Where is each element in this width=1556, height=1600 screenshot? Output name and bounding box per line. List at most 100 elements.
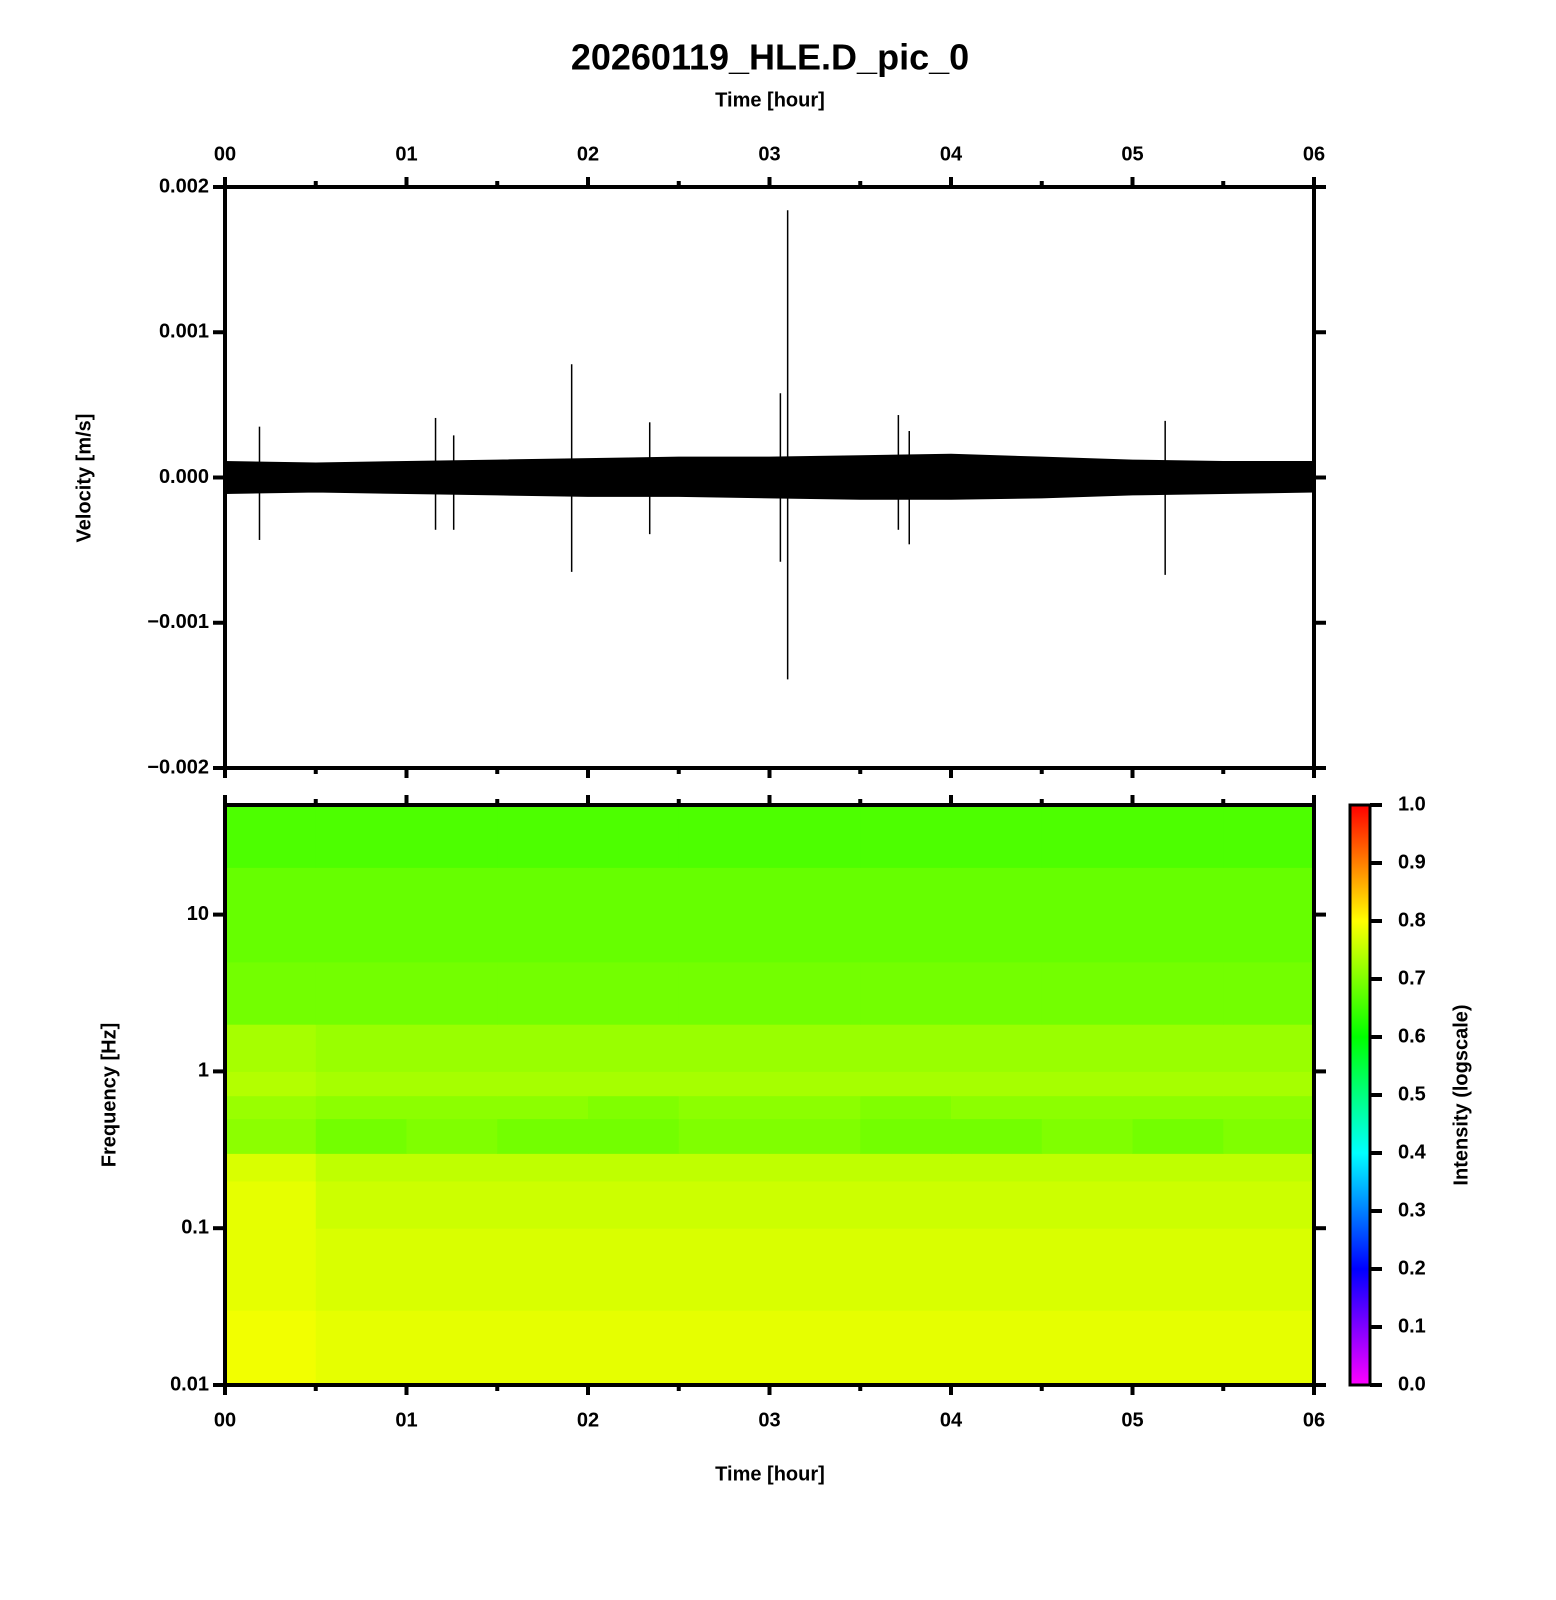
x-tick-label: 01 [395, 1409, 417, 1431]
x-tick-label: 06 [1303, 1409, 1325, 1431]
heatmap-cell [1041, 867, 1133, 963]
heatmap-cell [1132, 1118, 1224, 1154]
heatmap-cell [588, 1180, 680, 1229]
heatmap-cell [951, 867, 1043, 963]
heatmap-cell [951, 961, 1043, 1025]
heatmap-cell [860, 1024, 952, 1072]
heatmap-cell [588, 805, 680, 868]
x-tick-label: 00 [214, 143, 236, 165]
heatmap-cell [860, 805, 952, 868]
heatmap-cell [678, 1095, 770, 1120]
heatmap-cell [951, 1153, 1043, 1182]
heatmap-cell [588, 867, 680, 963]
heatmap-cell [1132, 961, 1224, 1025]
heatmap-cell [315, 1095, 407, 1120]
heatmap-cell [860, 1071, 952, 1097]
heatmap-cell [1132, 867, 1224, 963]
heatmap-cell [678, 1228, 770, 1311]
heatmap-cell [406, 1024, 498, 1072]
heatmap-cell [951, 1071, 1043, 1097]
heatmap-cell [678, 805, 770, 868]
heatmap-cell [497, 1228, 589, 1311]
plot-frame [223, 803, 1316, 1387]
heatmap-cell [406, 867, 498, 963]
heatmap-cell [225, 1153, 317, 1182]
heatmap-cell [315, 805, 407, 868]
heatmap-cell [951, 1180, 1043, 1229]
heatmap-cell [951, 1310, 1043, 1386]
heatmap-cell [1041, 1024, 1133, 1072]
colorbar-tick-label: 0.2 [1398, 1257, 1426, 1279]
heatmap-cell [860, 867, 952, 963]
heatmap-cell [1132, 1024, 1224, 1072]
heatmap-cell [769, 1228, 861, 1311]
heatmap-cell [1132, 1180, 1224, 1229]
y-tick-label: 0.01 [170, 1373, 209, 1395]
x-axis-title: Time [hour] [715, 89, 825, 111]
heatmap-cell [678, 1024, 770, 1072]
heatmap-cell [1223, 867, 1315, 963]
heatmap-cell [1223, 805, 1315, 868]
heatmap-cell [497, 805, 589, 868]
y-axis-title: Velocity [m/s] [73, 414, 95, 543]
heatmap-cell [497, 867, 589, 963]
noise-envelope [224, 453, 1315, 478]
heatmap-cell [588, 1071, 680, 1097]
y-tick-label: 0.000 [159, 466, 209, 488]
heatmap-cell [860, 961, 952, 1025]
x-axis-title: Time [hour] [715, 1463, 825, 1485]
heatmap-cell [225, 805, 317, 868]
heatmap-cell [1041, 1228, 1133, 1311]
y-axis-title: Frequency [Hz] [98, 1023, 120, 1167]
heatmap-cell [588, 1118, 680, 1154]
heatmap-cell [497, 1180, 589, 1229]
heatmap-cell [497, 1071, 589, 1097]
heatmap-cell [315, 1310, 407, 1386]
heatmap-cell [1223, 1024, 1315, 1072]
heatmap-cell [769, 1310, 861, 1386]
heatmap-cell [860, 1180, 952, 1229]
heatmap-cell [769, 1095, 861, 1120]
heatmap-cell [588, 1310, 680, 1386]
y-tick-label: −0.002 [147, 756, 209, 778]
colorbar-title: Intensity (logscale) [1450, 1004, 1472, 1185]
heatmap-cell [769, 1071, 861, 1097]
heatmap-cell [860, 1118, 952, 1154]
heatmap-cell [225, 1118, 317, 1154]
heatmap-cell [1132, 1310, 1224, 1386]
heatmap-cell [1041, 805, 1133, 868]
heatmap-cell [225, 1071, 317, 1097]
heatmap-cell [588, 1153, 680, 1182]
heatmap-cell [315, 1118, 407, 1154]
heatmap-cell [951, 1228, 1043, 1311]
heatmap-cell [769, 867, 861, 963]
x-tick-label: 03 [758, 143, 780, 165]
heatmap-cell [678, 1180, 770, 1229]
noise-envelope [224, 477, 1315, 500]
x-tick-label: 02 [577, 1409, 599, 1431]
heatmap-cell [1132, 1153, 1224, 1182]
x-tick-label: 05 [1121, 143, 1143, 165]
heatmap-cell [315, 1228, 407, 1311]
heatmap-cell [1132, 1095, 1224, 1120]
colorbar-tick-label: 0.1 [1398, 1315, 1426, 1337]
x-tick-label: 03 [758, 1409, 780, 1431]
heatmap-cell [1223, 1310, 1315, 1386]
heatmap-cell [1132, 1228, 1224, 1311]
colorbar-tick-label: 0.6 [1398, 1025, 1426, 1047]
heatmap-cell [497, 1118, 589, 1154]
heatmap-cell [406, 1228, 498, 1311]
heatmap-cell [951, 1095, 1043, 1120]
heatmap-cell [497, 1024, 589, 1072]
x-tick-label: 04 [940, 143, 963, 165]
heatmap-cell [1041, 1118, 1133, 1154]
heatmap-cell [406, 961, 498, 1025]
colorbar-tick-label: 0.8 [1398, 909, 1426, 931]
heatmap-cell [406, 1180, 498, 1229]
heatmap-cell [315, 1153, 407, 1182]
heatmap-cell [1041, 1180, 1133, 1229]
heatmap-cell [588, 961, 680, 1025]
heatmap-cell [225, 961, 317, 1025]
heatmap-cell [315, 961, 407, 1025]
